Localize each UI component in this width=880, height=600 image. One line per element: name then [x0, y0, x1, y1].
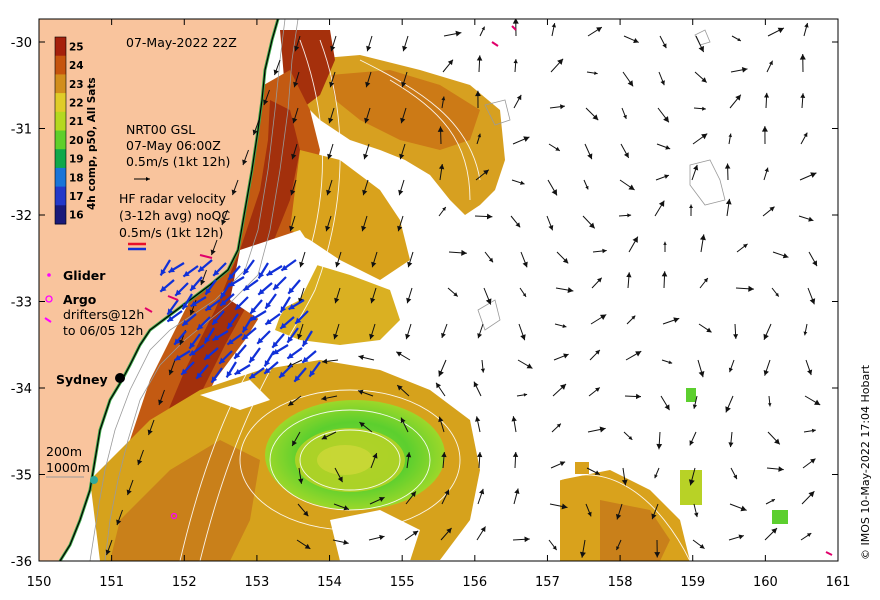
y-tick-label: -31: [11, 123, 32, 138]
hf-legend: HF radar velocity (3-12h avg) noQC 0.5m/…: [119, 191, 230, 251]
x-tick-label: 157: [535, 575, 560, 590]
colorbar-swatch: [55, 111, 66, 131]
x-tick-label: 159: [680, 575, 705, 590]
colorbar-level: 22: [69, 97, 84, 109]
land-mass: [39, 19, 278, 561]
x-tick-label: 155: [390, 575, 415, 590]
x-tick-label: 152: [172, 575, 197, 590]
colorbar-swatch: [55, 130, 66, 150]
x-axis: 150 151 152 153 154 155 156 157 158 159 160 161: [27, 19, 851, 590]
x-tick-label: 153: [244, 575, 269, 590]
ssh-contours: [179, 39, 691, 561]
colorbar-swatch: [55, 55, 66, 75]
date-title: 07-May-2022 22Z: [126, 35, 237, 50]
drifters-label-2: to 06/05 12h: [63, 323, 143, 338]
glider-label: Glider: [63, 268, 106, 283]
argo-float: [170, 512, 178, 520]
x-tick-label: 160: [753, 575, 778, 590]
colorbar-level: 24: [69, 60, 84, 72]
y-tick-label: -32: [11, 209, 32, 224]
hf-scale: 0.5m/s (1kt 12h): [119, 225, 223, 240]
y-tick-label: -30: [11, 36, 32, 51]
hf-label-2: (3-12h avg) noQC: [119, 208, 230, 223]
colorbar-level: 25: [69, 41, 84, 53]
gsl-scale: 0.5m/s (1kt 12h): [126, 154, 230, 169]
sydney-marker: [115, 373, 125, 383]
hf-radar-arrows: [159, 259, 321, 384]
x-tick-label: 154: [317, 575, 342, 590]
credit-text: © IMOS 10-May-2022 17:04 Hobart: [859, 364, 872, 560]
colorbar-swatch: [55, 37, 66, 57]
y-axis: -30 -31 -32 -33 -34 -35 -36: [11, 36, 838, 570]
gsl-legend: NRT00 GSL 07-May 06:00Z 0.5m/s (1kt 12h): [126, 122, 230, 181]
colorbar-level: 20: [69, 135, 84, 147]
gsl-time: 07-May 06:00Z: [126, 138, 221, 153]
contour-200-label: 200m: [46, 444, 82, 459]
colorbar-level: 18: [69, 172, 84, 184]
velocity-arrows: [105, 19, 821, 558]
colorbar: 4h comp, p50, All Sats 25 24 23 22 21 20 19 18 1…: [54, 36, 98, 225]
colorbar-swatch: [55, 74, 66, 94]
contour-1000-label: 1000m: [46, 460, 90, 475]
colorbar-level: 17: [69, 191, 84, 203]
colorbar-level: 19: [69, 154, 84, 166]
x-tick-label: 150: [27, 575, 52, 590]
coast-marker: [90, 476, 98, 484]
colorbar-level: 16: [69, 210, 84, 222]
x-tick-label: 156: [462, 575, 487, 590]
glider-legend: Glider: [47, 268, 106, 283]
plot-frame: [38, 18, 839, 562]
y-tick-label: -36: [11, 555, 32, 570]
gsl-label: NRT00 GSL: [126, 122, 195, 137]
colorbar-title: 4h comp, p50, All Sats: [86, 77, 98, 210]
x-tick-label: 158: [608, 575, 633, 590]
colorbar-swatch: [55, 186, 66, 206]
drifter-tracks: [144, 25, 833, 556]
colorbar-swatch: [55, 149, 66, 169]
argo-label: Argo: [63, 292, 97, 307]
y-tick-label: -33: [11, 296, 32, 311]
drifters-label-1: drifters@12h: [63, 307, 144, 322]
colorbar-swatch: [55, 93, 66, 113]
hf-label-1: HF radar velocity: [119, 191, 227, 206]
sydney-label: Sydney: [56, 372, 108, 387]
x-tick-label: 161: [826, 575, 851, 590]
colorbar-swatch: [55, 167, 66, 188]
drifters-legend: drifters@12h to 06/05 12h: [44, 307, 144, 338]
colorbar-level: 21: [69, 116, 84, 128]
y-tick-label: -34: [11, 382, 32, 397]
y-tick-label: -35: [11, 469, 32, 484]
colorbar-swatch: [55, 205, 66, 225]
colorbar-level: 23: [69, 79, 84, 91]
argo-legend: Argo: [45, 292, 97, 307]
x-tick-label: 151: [99, 575, 124, 590]
